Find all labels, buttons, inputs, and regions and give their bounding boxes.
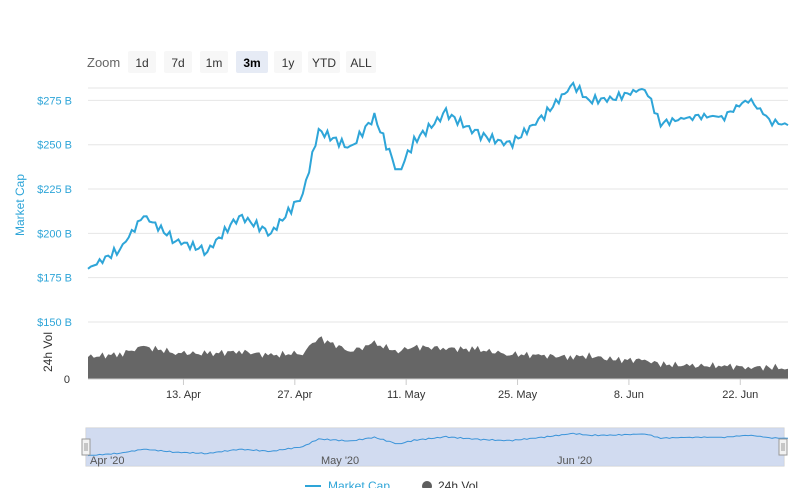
navigator-label-jun: Jun '20	[557, 455, 592, 467]
market-cap-line	[87, 80, 789, 270]
zoom-button-label: 1m	[206, 56, 223, 70]
ytick-volume: 0	[64, 374, 70, 386]
xtick-label: 13. Apr	[166, 389, 201, 401]
y-axis-title-market-cap: Market Cap	[13, 174, 27, 236]
legend-volume-marker	[422, 481, 432, 488]
volume-area	[88, 336, 788, 379]
navigator-handle-left[interactable]	[81, 438, 91, 456]
legend-volume-label: 24h Vol	[438, 479, 478, 488]
navigator[interactable]: Apr '20 May '20 Jun '20	[81, 427, 789, 467]
zoom-button-label: 7d	[171, 56, 184, 70]
zoom-button-3m[interactable]: 3m	[236, 51, 268, 73]
navigator-line	[87, 432, 789, 457]
navigator-label-apr: Apr '20	[90, 455, 125, 467]
legend: Market Cap 24h Vol	[305, 479, 478, 488]
navigator-handle-right[interactable]	[778, 438, 788, 456]
zoom-button-ytd[interactable]: YTD	[308, 51, 340, 73]
y-axis-title-volume: 24h Vol	[41, 332, 55, 372]
zoom-button-1y[interactable]: 1y	[274, 51, 302, 73]
zoom-button-label: YTD	[312, 56, 336, 70]
ytick-market-cap: $225 B	[37, 184, 72, 196]
zoom-button-label: 3m	[243, 56, 260, 70]
ytick-market-cap: $250 B	[37, 140, 72, 152]
y-axis-market-cap: $150 B $175 B $200 B $225 B $250 B $275 B Mar…	[13, 95, 72, 329]
zoom-button-1d[interactable]: 1d	[128, 51, 156, 73]
zoom-button-label: 1d	[135, 56, 148, 70]
ytick-market-cap: $150 B	[37, 317, 72, 329]
zoom-button-label: ALL	[350, 56, 372, 70]
x-axis: 13. Apr 27. Apr 11. May 25. May 8. Jun 22. Ju…	[166, 379, 758, 401]
zoom-button-label: 1y	[282, 56, 295, 70]
y-axis-volume: 24h Vol 0	[41, 332, 70, 386]
zoom-button-7d[interactable]: 7d	[164, 51, 192, 73]
market-cap-series	[87, 80, 789, 270]
zoom-label: Zoom	[87, 55, 120, 70]
ytick-market-cap: $200 B	[37, 228, 72, 240]
xtick-label: 25. May	[498, 389, 538, 401]
zoom-bar: Zoom 1d 7d 1m 3m 1y YTD ALL	[87, 51, 376, 73]
legend-market-cap-label: Market Cap	[328, 479, 390, 488]
ytick-market-cap: $175 B	[37, 273, 72, 285]
legend-item-market-cap[interactable]: Market Cap	[305, 479, 390, 488]
xtick-label: 8. Jun	[614, 389, 644, 401]
legend-item-volume[interactable]: 24h Vol	[422, 479, 478, 488]
ytick-market-cap: $275 B	[37, 95, 72, 107]
xtick-label: 22. Jun	[722, 389, 758, 401]
zoom-button-all[interactable]: ALL	[346, 51, 376, 73]
volume-series	[88, 336, 788, 380]
grid	[88, 87, 788, 323]
xtick-label: 11. May	[387, 389, 426, 401]
zoom-button-1m[interactable]: 1m	[200, 51, 228, 73]
xtick-label: 27. Apr	[277, 389, 312, 401]
navigator-label-may: May '20	[321, 455, 359, 467]
navigator-selection[interactable]	[86, 428, 784, 466]
